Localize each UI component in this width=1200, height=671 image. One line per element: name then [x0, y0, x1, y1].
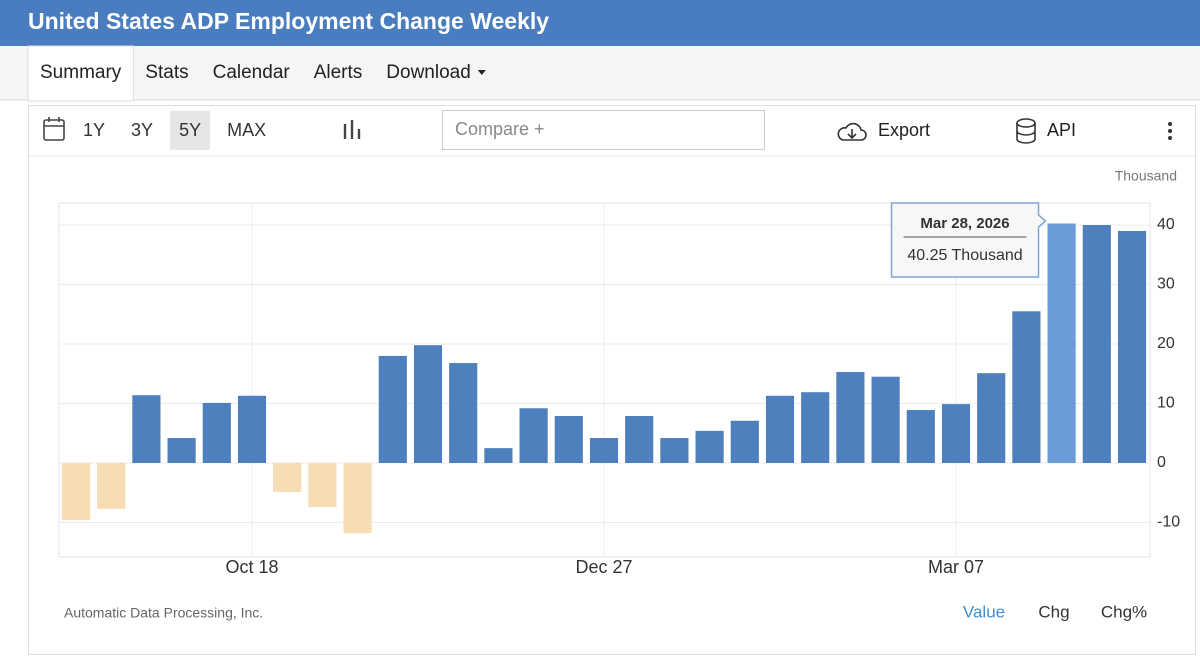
- mode-button[interactable]: Chg: [1038, 602, 1069, 621]
- bar[interactable]: [1012, 311, 1041, 463]
- y-tick-label: 10: [1157, 395, 1175, 412]
- compare-placeholder: Compare +: [455, 119, 545, 139]
- bar[interactable]: [132, 395, 161, 463]
- plot: -10 0 10 20 30 40 Oct 18 Dec 27 Mar 07 Mar 28, 20…: [58, 202, 1180, 577]
- bar[interactable]: [801, 392, 830, 463]
- bar[interactable]: [906, 410, 935, 463]
- bar[interactable]: [554, 415, 583, 463]
- nav-tab[interactable]: Download: [386, 62, 471, 83]
- tooltip-value: 40.25 Thousand: [907, 247, 1022, 264]
- nav-tabs: Summary Stats Calendar Alerts Download: [27, 45, 486, 102]
- mode-button[interactable]: Value: [963, 602, 1005, 621]
- bar[interactable]: [449, 363, 478, 463]
- bar[interactable]: [202, 402, 231, 463]
- api-icon[interactable]: [1016, 118, 1036, 144]
- nav-tab[interactable]: Summary: [40, 62, 122, 83]
- y-tick-label: 30: [1157, 276, 1175, 293]
- bar[interactable]: [625, 415, 654, 463]
- page-title: United States ADP Employment Change Week…: [28, 8, 549, 34]
- bar[interactable]: [660, 438, 689, 463]
- bar[interactable]: [413, 345, 443, 463]
- x-tick-label: Mar 07: [928, 557, 984, 577]
- nav-tab[interactable]: Alerts: [314, 62, 363, 83]
- dropdown-caret: [477, 70, 486, 75]
- range-buttons: 1Y 3Y 5Y MAX: [83, 111, 266, 150]
- bar[interactable]: [167, 438, 196, 463]
- unit-label: Thousand: [1115, 168, 1177, 184]
- bar[interactable]: [589, 438, 619, 463]
- nav-tab[interactable]: Stats: [145, 62, 188, 83]
- bar[interactable]: [237, 395, 267, 463]
- active-tab-bg: [27, 45, 134, 102]
- range-button[interactable]: 1Y: [83, 120, 105, 140]
- header-bar: [0, 0, 1200, 46]
- more-menu[interactable]: [1168, 122, 1172, 140]
- tooltip-box: [890, 202, 1047, 278]
- bar[interactable]: [977, 373, 1006, 463]
- tooltip-date: Mar 28, 2026: [920, 215, 1009, 232]
- bar[interactable]: [61, 462, 91, 521]
- mode-buttons: Value Chg Chg%: [963, 602, 1147, 621]
- x-tick-label: Dec 27: [575, 557, 632, 577]
- export-icon[interactable]: [837, 122, 867, 141]
- x-tick-label: Oct 18: [225, 557, 278, 577]
- bar[interactable]: [1117, 230, 1147, 463]
- bar[interactable]: [97, 462, 126, 509]
- bar[interactable]: [871, 376, 900, 463]
- source-label: Automatic Data Processing, Inc.: [64, 605, 263, 621]
- y-tick-label: 40: [1157, 216, 1175, 233]
- bar[interactable]: [1047, 223, 1076, 463]
- mode-button[interactable]: Chg%: [1101, 602, 1147, 621]
- export-button[interactable]: Export: [878, 120, 930, 140]
- bar[interactable]: [519, 408, 548, 463]
- bar[interactable]: [484, 448, 513, 463]
- nav-tab[interactable]: Calendar: [213, 62, 291, 83]
- bar[interactable]: [695, 430, 724, 463]
- tooltip: Mar 28, 2026 40.25 Thousand: [890, 202, 1047, 278]
- bar[interactable]: [765, 395, 795, 463]
- y-tick-label: 0: [1157, 454, 1166, 471]
- bar[interactable]: [1082, 225, 1111, 463]
- y-tick-label: -10: [1157, 514, 1180, 531]
- api-button[interactable]: API: [1047, 120, 1076, 140]
- bar[interactable]: [378, 355, 407, 463]
- bar[interactable]: [836, 371, 865, 463]
- bar[interactable]: [308, 462, 337, 508]
- range-button[interactable]: MAX: [227, 120, 266, 140]
- bar[interactable]: [730, 420, 759, 463]
- chart-type-icon[interactable]: [343, 120, 361, 139]
- bar[interactable]: [941, 404, 971, 463]
- active-range-bg: [170, 111, 211, 150]
- compare-input[interactable]: [442, 110, 765, 150]
- calendar-icon[interactable]: [43, 117, 65, 141]
- bar[interactable]: [273, 462, 302, 493]
- bar[interactable]: [343, 462, 372, 534]
- nav-bar: [0, 46, 1200, 100]
- range-button[interactable]: 5Y: [179, 120, 201, 140]
- range-button[interactable]: 3Y: [131, 120, 153, 140]
- y-tick-label: 20: [1157, 335, 1175, 352]
